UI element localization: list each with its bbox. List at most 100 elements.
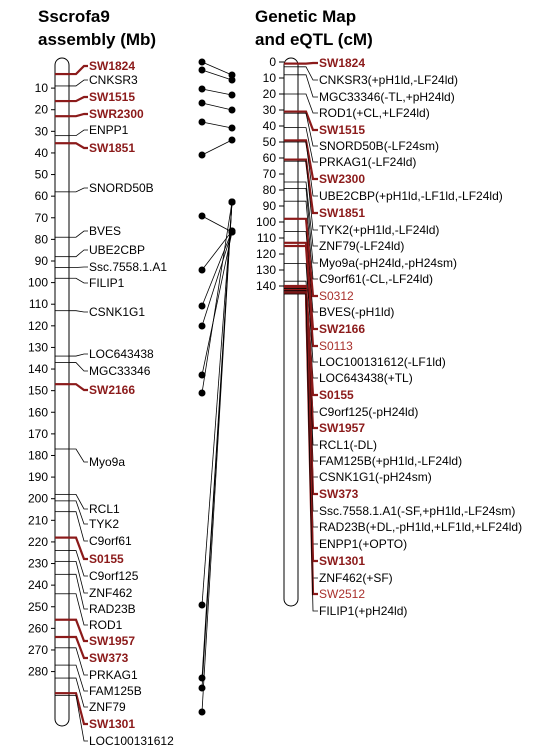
left-gene-leader (69, 310, 88, 313)
left-gene-leader (69, 593, 88, 626)
left-gene-leader (69, 647, 88, 676)
left-tick-label: 190 (28, 470, 48, 484)
right-axis-ticks: 0 10 20 30 40 50 60 70 80 90 100 110 120 130 140 (256, 55, 284, 293)
connector-dot-right (228, 71, 236, 79)
connector-line (201, 230, 233, 271)
connector-dot-left (198, 212, 206, 220)
right-title-line2: and eQTL (cM) (255, 30, 373, 49)
left-gene-leader (69, 493, 88, 510)
right-tick-label: 80 (263, 183, 277, 197)
right-tick-label: 20 (263, 87, 277, 101)
connector-dot-right (228, 106, 236, 114)
left-tick-label: 270 (28, 643, 48, 657)
left-gene-label: C9orf61 (89, 534, 132, 548)
right-leader (298, 292, 318, 596)
left-gene-leader (69, 560, 88, 594)
left-chromosome-marks (55, 64, 88, 742)
left-gene-leader (69, 353, 88, 357)
right-gene-label: SNORD50B(-LF24sm) (319, 139, 439, 153)
left-gene-label: LOC643438 (89, 347, 154, 361)
left-tick-label: 200 (28, 492, 48, 506)
right-gene-label: C9orf61(-CL,-LF24ld) (319, 272, 433, 286)
left-tick-label: 210 (28, 513, 48, 527)
right-leader (298, 187, 318, 264)
connector-dot-left (198, 151, 206, 159)
right-leader (298, 139, 318, 181)
right-gene-label: FAM125B(+pH1ld,-LF24ld) (319, 454, 462, 468)
left-tick-label: 80 (35, 232, 49, 246)
left-tick-label: 30 (35, 124, 49, 138)
right-leader (298, 74, 318, 98)
left-marker-label: SW2166 (89, 383, 135, 397)
right-tick-label: 110 (257, 231, 276, 245)
left-axis-ticks: 10 20 30 40 50 60 70 80 90 100 110 120 130 140 150 160 1… (28, 81, 55, 679)
connector-dot-left (198, 371, 206, 379)
left-marker-leader (69, 142, 88, 150)
left-chromosome-bar (54, 57, 70, 727)
right-gene-label: ZNF462(+SF) (319, 571, 393, 585)
connector-dot-right (228, 91, 236, 99)
connector-dot-left (198, 118, 206, 126)
connector-dot-left (198, 58, 206, 66)
left-tick-label: 180 (28, 448, 48, 462)
right-gene-label: TYK2(+pH1ld,-LF24ld) (319, 223, 439, 237)
left-gene-label: LOC100131612 (89, 734, 174, 748)
left-gene-leader (69, 694, 88, 742)
right-tick-label: 30 (263, 103, 277, 117)
left-tick-label: 70 (35, 211, 49, 225)
right-gene-label: RCL1(-DL) (319, 438, 377, 452)
connector-dot-left (198, 66, 206, 74)
left-gene-label: ROD1 (89, 618, 123, 632)
left-gene-label: TYK2 (89, 517, 119, 531)
left-marker-label: SW373 (89, 651, 129, 665)
left-tick-label: 150 (28, 384, 48, 398)
right-tick-label: 140 (256, 279, 276, 293)
left-marker-leader (69, 536, 88, 561)
connector-line (201, 88, 233, 96)
right-marker-label: SW373 (319, 487, 359, 501)
right-leader (298, 112, 318, 147)
connector-dot-left (198, 389, 206, 397)
left-tick-label: 140 (28, 362, 48, 376)
connector-dot-left (198, 85, 206, 93)
right-gene-label: LOC100131612(-LF1ld) (319, 355, 446, 369)
connector-line (201, 231, 233, 376)
connector-dot-right (228, 124, 236, 132)
right-marker-label: SW2512 (319, 587, 365, 601)
left-gene-leader (69, 129, 88, 137)
connector-dot-left (198, 684, 206, 692)
marker-connectors (198, 58, 236, 716)
right-leader (298, 66, 318, 81)
right-leader (298, 217, 318, 298)
left-tick-label: 60 (35, 189, 49, 203)
right-marker-label: S0113 (319, 339, 353, 353)
right-gene-label: Myo9a(-pH24ld,-pH24sm) (319, 256, 457, 270)
right-leader (298, 127, 318, 163)
right-gene-label: CNKSR3(+pH1ld,-LF24ld) (319, 73, 458, 87)
left-gene-label: ENPP1 (89, 123, 129, 137)
left-gene-label: SNORD50B (89, 181, 154, 195)
left-gene-leader (69, 677, 88, 708)
left-title-line2: assembly (Mb) (38, 30, 156, 49)
left-gene-label: PRKAG1 (89, 668, 138, 682)
right-leader (298, 263, 318, 363)
left-gene-label: ZNF462 (89, 586, 133, 600)
left-gene-leader (69, 664, 88, 692)
right-gene-label: PRKAG1(-LF24ld) (319, 155, 416, 169)
left-gene-label: Myo9a (89, 455, 125, 469)
left-gene-label: Ssc.7558.1.A1 (89, 260, 167, 274)
right-leader (298, 160, 318, 231)
connector-dot-left (198, 302, 206, 310)
connector-dot-right (228, 198, 236, 206)
right-gene-label: BVES(-pH1ld) (319, 305, 394, 319)
left-tick-label: 120 (28, 319, 48, 333)
right-gene-label: UBE2CBP(+pH1ld,-LF1ld,-LF24ld) (319, 189, 503, 203)
left-gene-label: RAD23B (89, 602, 136, 616)
connector-line (201, 139, 233, 156)
left-tick-label: 50 (35, 168, 49, 182)
left-marker-label: SW1851 (89, 141, 135, 155)
connector-line (201, 102, 233, 111)
left-gene-leader (69, 79, 88, 87)
